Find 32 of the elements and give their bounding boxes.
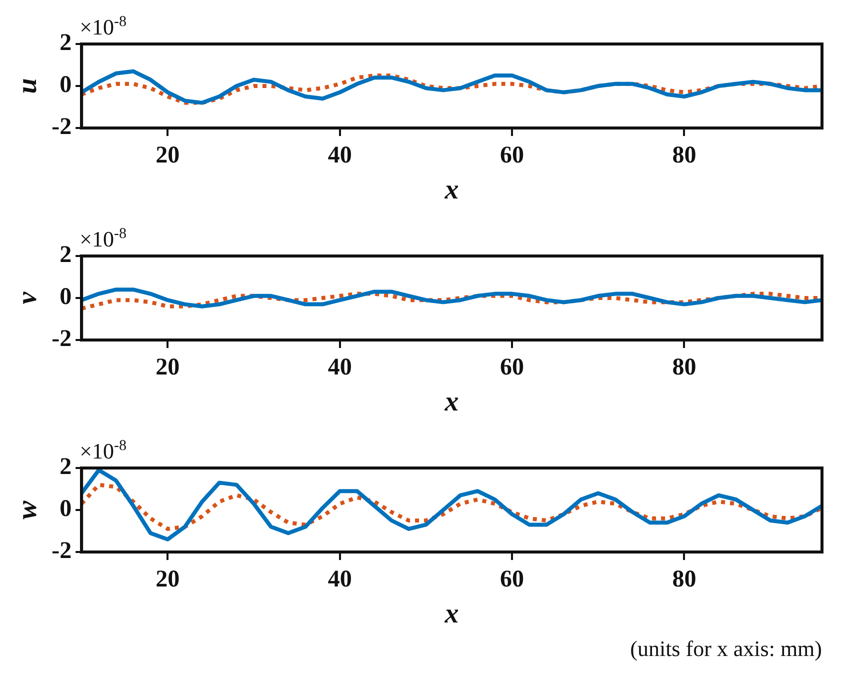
x-tick-label: 80 (672, 142, 696, 169)
x-tick-label: 40 (328, 566, 352, 593)
y-tick-label: 2 (60, 454, 72, 480)
x-axis-title: x (444, 386, 459, 418)
text: ×10$^{-8}$ (80, 14, 126, 40)
text: ×10$^{-8}$ (80, 438, 126, 464)
line-series (82, 482, 822, 531)
x-tick-label: 40 (328, 354, 352, 381)
x-tick-label: 40 (328, 142, 352, 169)
text: (units for x axis: mm) (629, 636, 823, 662)
x-tick-label: 60 (500, 142, 524, 169)
y-tick-label: 2 (60, 30, 72, 56)
y-tick-label: -2 (52, 114, 72, 140)
y-axis-title: v (12, 291, 44, 304)
x-tick-label: 60 (500, 354, 524, 381)
text: ×10$^{-8}$ (80, 226, 126, 252)
y-tick-label: 0 (60, 496, 72, 522)
x-tick-label: 20 (156, 566, 180, 593)
y-tick-label: -2 (52, 538, 72, 564)
x-tick-label: 80 (672, 566, 696, 593)
y-axis-title: w (12, 500, 44, 520)
x-axis-title: x (444, 598, 459, 630)
x-axis-title: x (444, 174, 459, 206)
y-tick-label: 0 (60, 72, 72, 98)
y-tick-label: -2 (52, 326, 72, 352)
x-tick-label: 20 (156, 354, 180, 381)
x-tick-label: 80 (672, 354, 696, 381)
y-tick-label: 2 (60, 242, 72, 268)
x-tick-label: 60 (500, 566, 524, 593)
x-tick-label: 20 (156, 142, 180, 169)
y-axis-title: u (12, 78, 44, 94)
y-tick-label: 0 (60, 284, 72, 310)
